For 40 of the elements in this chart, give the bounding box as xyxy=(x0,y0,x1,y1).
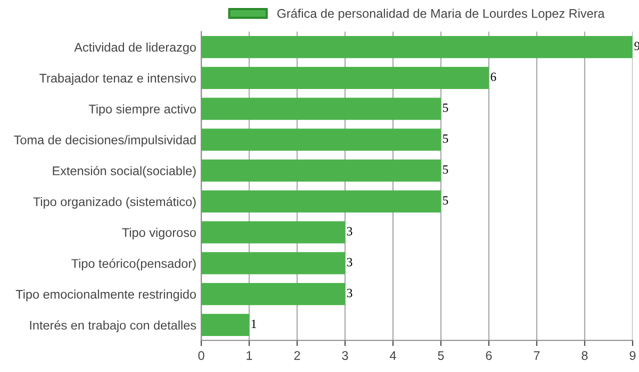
y-tick-label: Tipo emocionalmente restringido xyxy=(16,290,196,302)
x-tick-label: 7 xyxy=(534,351,540,360)
bar xyxy=(201,190,441,213)
y-tick-label: Tipo teórico(pensador) xyxy=(71,258,196,270)
bar xyxy=(201,36,633,58)
data-label: 3 xyxy=(347,288,352,298)
data-label: 5 xyxy=(443,104,448,112)
y-tick-label: Toma de decisiones/impulsividad xyxy=(14,135,196,147)
bar xyxy=(201,128,441,151)
bar xyxy=(201,98,441,120)
x-tick-label: 6 xyxy=(486,351,492,360)
data-label: 5 xyxy=(443,196,448,205)
bar xyxy=(201,221,346,244)
x-tick-label: 4 xyxy=(390,351,396,360)
data-label: 6 xyxy=(490,72,496,82)
x-tick-label: 5 xyxy=(438,351,444,360)
bar xyxy=(201,282,346,306)
y-tick-label: Tipo siempre activo xyxy=(88,104,196,116)
data-label: 3 xyxy=(347,258,352,266)
x-tick-label: 1 xyxy=(246,351,252,360)
bar xyxy=(201,314,250,336)
y-tick-label: Trabajador tenaz e intensivo xyxy=(39,73,196,86)
y-tick-label: Tipo vigoroso xyxy=(122,228,196,240)
y-tick-label: Interés en trabajo con detalles xyxy=(30,320,196,332)
bar xyxy=(201,66,489,90)
data-label: 1 xyxy=(252,320,256,328)
x-tick-label: 9 xyxy=(630,351,636,360)
legend-label: Gráfica de personalidad de Maria de Lourdes Lopez Rivera xyxy=(277,8,605,20)
data-label: 5 xyxy=(443,134,448,143)
y-tick-label: Extensión social(sociable) xyxy=(52,166,196,178)
x-tick-label: 0 xyxy=(198,351,204,360)
x-tick-label: 2 xyxy=(294,351,300,360)
bar xyxy=(201,159,441,182)
x-tick-label: 8 xyxy=(582,351,588,360)
data-label: 3 xyxy=(347,227,352,236)
bar xyxy=(201,252,346,274)
y-tick-label: Actividad de liderazgo xyxy=(74,42,196,54)
x-tick-label: 3 xyxy=(342,351,348,360)
y-tick-label: Tipo organizado (sistemático) xyxy=(33,196,196,209)
data-label: 5 xyxy=(443,165,448,174)
